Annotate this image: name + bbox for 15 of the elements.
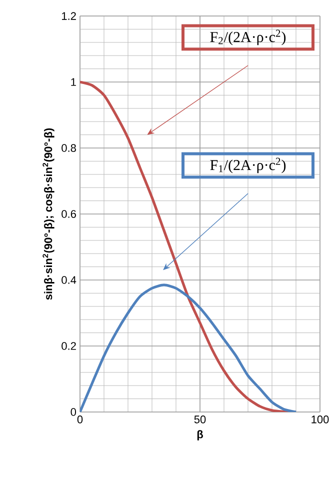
line-series [80,284,298,412]
x-tick-label: 100 [312,416,329,424]
x-tick-label: 50 [194,416,206,424]
y-tick-label: 0.4 [62,276,76,284]
text: sinβ·sin$^{2}$(90°-β); cosβ·sin$^{2}$(90°-β) [42,128,54,300]
y-tick-label: 1 [71,78,76,86]
annotation: F$_{2}$/(2A·ρ·c$^{2}$) [210,30,286,46]
x-tick-label: 0 [77,416,83,424]
y-tick-label: 0 [70,408,76,416]
annotation: F$_{1}$/(2A·ρ·c$^{2}$) [210,158,286,174]
y-tick-label: 0.2 [62,342,76,350]
y-tick-label: 0.8 [62,144,76,152]
y-tick-label: 1.2 [62,12,76,20]
x-axis-title: β [197,430,203,440]
y-tick-label: 0.6 [62,210,76,218]
